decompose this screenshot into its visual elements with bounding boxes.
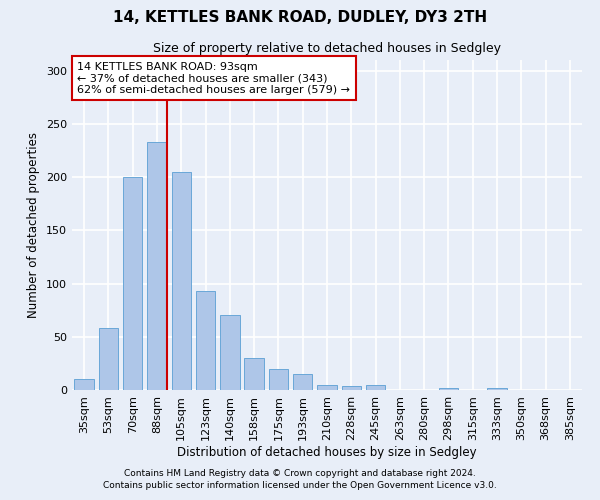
Bar bbox=[317, 384, 337, 390]
Title: Size of property relative to detached houses in Sedgley: Size of property relative to detached ho… bbox=[153, 42, 501, 54]
Text: 14, KETTLES BANK ROAD, DUDLEY, DY3 2TH: 14, KETTLES BANK ROAD, DUDLEY, DY3 2TH bbox=[113, 10, 487, 25]
Bar bbox=[74, 380, 94, 390]
Bar bbox=[196, 291, 215, 390]
Text: 14 KETTLES BANK ROAD: 93sqm
← 37% of detached houses are smaller (343)
62% of se: 14 KETTLES BANK ROAD: 93sqm ← 37% of det… bbox=[77, 62, 350, 95]
Bar bbox=[293, 374, 313, 390]
Bar bbox=[99, 328, 118, 390]
Bar bbox=[439, 388, 458, 390]
Bar bbox=[220, 316, 239, 390]
Y-axis label: Number of detached properties: Number of detached properties bbox=[28, 132, 40, 318]
Text: Contains HM Land Registry data © Crown copyright and database right 2024.
Contai: Contains HM Land Registry data © Crown c… bbox=[103, 468, 497, 490]
Bar bbox=[269, 368, 288, 390]
Bar bbox=[366, 384, 385, 390]
Bar bbox=[244, 358, 264, 390]
Bar bbox=[123, 177, 142, 390]
Bar bbox=[341, 386, 361, 390]
Bar bbox=[487, 388, 507, 390]
Bar bbox=[147, 142, 167, 390]
X-axis label: Distribution of detached houses by size in Sedgley: Distribution of detached houses by size … bbox=[177, 446, 477, 458]
Bar bbox=[172, 172, 191, 390]
